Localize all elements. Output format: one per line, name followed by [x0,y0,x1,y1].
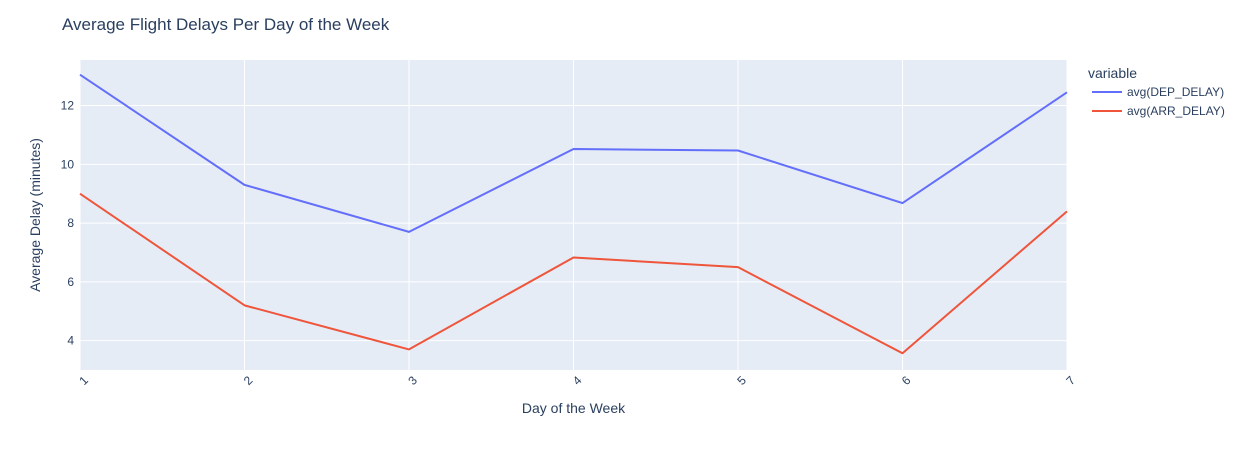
y-tick-label: 4 [67,334,74,348]
x-tick-label: 2 [241,373,256,388]
x-tick-label: 1 [76,373,91,388]
y-tick-label: 12 [61,99,75,113]
y-tick-label: 8 [67,216,74,230]
legend-item-label: avg(DEP_DELAY) [1127,85,1224,99]
legend: variable avg(DEP_DELAY) avg(ARR_DELAY) [1088,65,1225,118]
x-axis-title: Day of the Week [522,400,626,416]
x-axis-ticks: 1 2 3 4 5 6 7 [76,373,1078,388]
chart-title: Average Flight Delays Per Day of the Wee… [62,15,390,34]
series-lines [79,73,1068,355]
y-axis-title: Average Delay (minutes) [27,138,43,292]
legend-item-label: avg(ARR_DELAY) [1127,104,1225,118]
x-tick-label: 5 [734,373,749,388]
y-tick-label: 6 [67,275,74,289]
y-tick-label: 10 [61,157,75,171]
x-tick-label: 7 [1063,373,1078,388]
grid-lines [79,60,1068,370]
x-tick-label: 3 [405,373,420,388]
series-line-1 [79,192,1068,355]
legend-title: variable [1088,65,1137,81]
y-axis-ticks: 4 6 8 10 12 [61,99,75,348]
legend-items: avg(DEP_DELAY) avg(ARR_DELAY) [1092,85,1225,118]
series-line-0 [79,73,1068,233]
x-tick-label: 6 [899,373,914,388]
x-tick-label: 4 [570,373,585,388]
